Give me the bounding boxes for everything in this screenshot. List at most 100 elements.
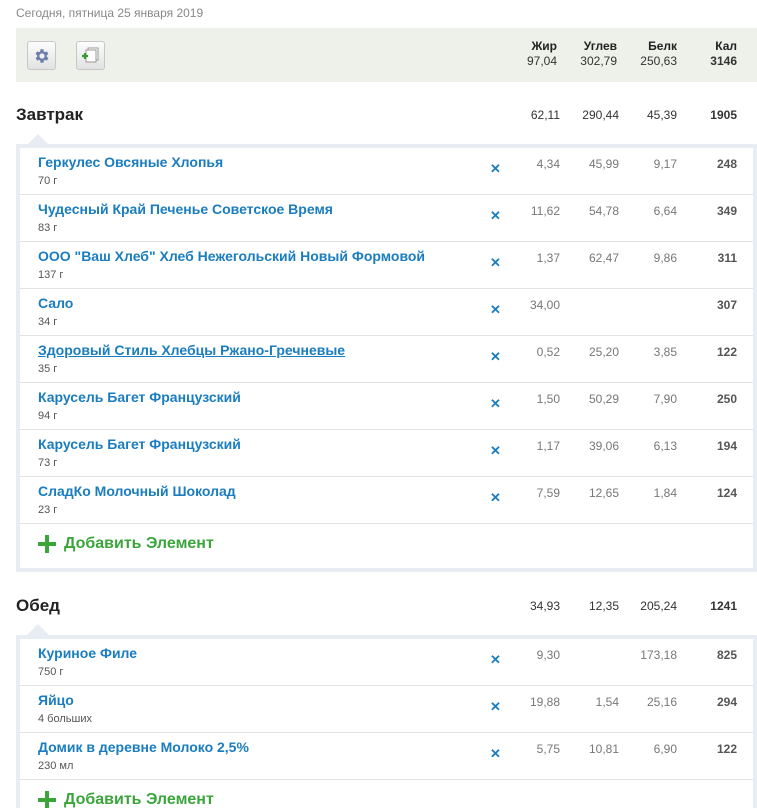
- food-prot: 9,17: [653, 157, 677, 171]
- lunch-list: Куриное Филе 750 г ✕ 9,30 173,18 825 Яйцо 4 бол…: [16, 635, 757, 808]
- food-name-link[interactable]: Яйцо: [38, 692, 74, 708]
- food-carb: 54,78: [588, 204, 619, 218]
- lunch-total-cal: 1241: [710, 599, 737, 613]
- food-cal: 122: [716, 345, 737, 359]
- food-cal: 250: [716, 392, 737, 406]
- delete-x-icon[interactable]: ✕: [490, 208, 501, 223]
- food-prot: 9,86: [653, 251, 677, 265]
- food-quantity: 137 г: [38, 269, 64, 281]
- food-name-link[interactable]: СладКо Молочный Шоколад: [38, 483, 236, 499]
- add-element-label: Добавить Элемент: [64, 535, 214, 552]
- lunch-total-prot: 205,24: [640, 599, 677, 613]
- food-row: Геркулес Овсяные Хлопья 70 г ✕ 4,34 45,99 9,1…: [20, 148, 753, 195]
- food-carb: 62,47: [588, 251, 619, 265]
- add-item-icon: [81, 47, 98, 62]
- food-row: ООО "Ваш Хлеб" Хлеб Нежегольский Новый Ф…: [20, 242, 753, 289]
- food-quantity: 94 г: [38, 410, 58, 422]
- delete-x-icon[interactable]: ✕: [490, 349, 501, 364]
- food-prot: 1,84: [653, 486, 677, 500]
- breakfast-total-cal: 1905: [710, 108, 737, 122]
- delete-x-icon[interactable]: ✕: [490, 302, 501, 317]
- food-carb: 39,06: [588, 439, 619, 453]
- plus-icon: [38, 791, 56, 808]
- breakfast-total-carb: 290,44: [582, 108, 619, 122]
- food-name-link[interactable]: ООО "Ваш Хлеб" Хлеб Нежегольский Новый Ф…: [38, 248, 426, 264]
- food-name-link[interactable]: Сало: [38, 295, 74, 311]
- food-name-link[interactable]: Куриное Филе: [38, 645, 138, 661]
- food-quantity: 35 г: [38, 363, 58, 375]
- delete-x-icon[interactable]: ✕: [490, 652, 501, 667]
- food-name-link[interactable]: Карусель Багет Французский: [38, 436, 241, 452]
- food-fat: 0,52: [536, 345, 560, 359]
- add-element-link[interactable]: Добавить Элемент: [38, 791, 214, 808]
- food-fat: 4,34: [536, 157, 560, 171]
- breakfast-caret: [27, 134, 49, 145]
- add-item-button[interactable]: [76, 41, 105, 70]
- food-prot: 3,85: [653, 345, 677, 359]
- food-cal: 307: [716, 298, 737, 312]
- delete-x-icon[interactable]: ✕: [490, 255, 501, 270]
- food-row: Карусель Багет Французский 73 г ✕ 1,17 39,06…: [20, 430, 753, 477]
- food-quantity: 4 больших: [38, 713, 92, 725]
- food-row: Куриное Филе 750 г ✕ 9,30 173,18 825: [20, 639, 753, 686]
- food-name-link[interactable]: Геркулес Овсяные Хлопья: [38, 154, 224, 170]
- food-fat: 11,62: [530, 204, 560, 218]
- header-cal: Кал 3146: [696, 39, 737, 68]
- header-prot-label: Белк: [648, 39, 677, 53]
- meal-title-breakfast: Завтрак: [16, 105, 84, 124]
- food-name-link[interactable]: Карусель Багет Французский: [38, 389, 241, 405]
- food-quantity: 73 г: [38, 457, 58, 469]
- food-quantity: 750 г: [38, 666, 64, 678]
- food-row: Здоровый Стиль Хлебцы Ржано-Гречневые 35 …: [20, 336, 753, 383]
- breakfast-list: Геркулес Овсяные Хлопья 70 г ✕ 4,34 45,99 9,1…: [16, 144, 757, 572]
- food-quantity: 23 г: [38, 504, 58, 516]
- food-row: Чудесный Край Печенье Советское Время 83 …: [20, 195, 753, 242]
- food-quantity: 230 мл: [38, 760, 74, 772]
- food-prot: 173,18: [640, 648, 677, 662]
- add-element-link[interactable]: Добавить Элемент: [38, 535, 214, 553]
- header-cal-total: 3146: [710, 54, 737, 68]
- settings-button[interactable]: [27, 41, 56, 70]
- food-name-link[interactable]: Здоровый Стиль Хлебцы Ржано-Гречневые: [38, 342, 346, 358]
- food-prot: 6,90: [653, 742, 677, 756]
- header-fat-total: 97,04: [526, 54, 557, 68]
- food-cal: 248: [716, 157, 737, 171]
- add-row: Добавить Элемент: [20, 524, 753, 568]
- food-prot: 25,16: [646, 695, 677, 709]
- food-fat: 5,75: [536, 742, 560, 756]
- delete-x-icon[interactable]: ✕: [490, 699, 501, 714]
- food-fat: 19,88: [529, 695, 560, 709]
- food-fat: 34,00: [529, 298, 560, 312]
- delete-x-icon[interactable]: ✕: [490, 396, 501, 411]
- breakfast-total-fat: 62,11: [530, 108, 560, 122]
- food-row: Карусель Багет Французский 94 г ✕ 1,50 50,29…: [20, 383, 753, 430]
- delete-x-icon[interactable]: ✕: [490, 443, 501, 458]
- food-fat: 7,59: [536, 486, 560, 500]
- plus-icon: [38, 535, 56, 553]
- food-cal: 349: [716, 204, 737, 218]
- food-cal: 311: [717, 251, 737, 265]
- header-carb: Углев 302,79: [571, 39, 617, 68]
- toolbar: Жир 97,04 Углев 302,79 Белк 250,63 Кал 3…: [16, 28, 757, 82]
- food-name-link[interactable]: Домик в деревне Молоко 2,5%: [38, 739, 249, 755]
- food-fat: 1,37: [536, 251, 560, 265]
- header-prot: Белк 250,63: [630, 39, 677, 68]
- food-carb: 1,54: [595, 695, 619, 709]
- food-row: Яйцо 4 больших ✕ 19,88 1,54 25,16 294: [20, 686, 753, 733]
- food-row: Домик в деревне Молоко 2,5% 230 мл ✕ 5,75 10…: [20, 733, 753, 780]
- add-row: Добавить Элемент: [20, 780, 753, 808]
- food-row: СладКо Молочный Шоколад 23 г ✕ 7,59 12,65 1,8…: [20, 477, 753, 524]
- food-name-link[interactable]: Чудесный Край Печенье Советское Время: [38, 201, 333, 217]
- food-quantity: 83 г: [38, 222, 58, 234]
- date-label: Сегодня, пятница 25 января 2019: [16, 6, 204, 20]
- delete-x-icon[interactable]: ✕: [490, 161, 501, 176]
- food-carb: 45,99: [588, 157, 619, 171]
- lunch-caret: [27, 624, 49, 635]
- food-prot: 6,64: [653, 204, 677, 218]
- header-cal-label: Кал: [715, 39, 737, 53]
- breakfast-total-prot: 45,39: [646, 108, 677, 122]
- delete-x-icon[interactable]: ✕: [490, 746, 501, 761]
- food-quantity: 70 г: [38, 175, 58, 187]
- delete-x-icon[interactable]: ✕: [490, 490, 501, 505]
- header-fat: Жир 97,04: [513, 39, 557, 68]
